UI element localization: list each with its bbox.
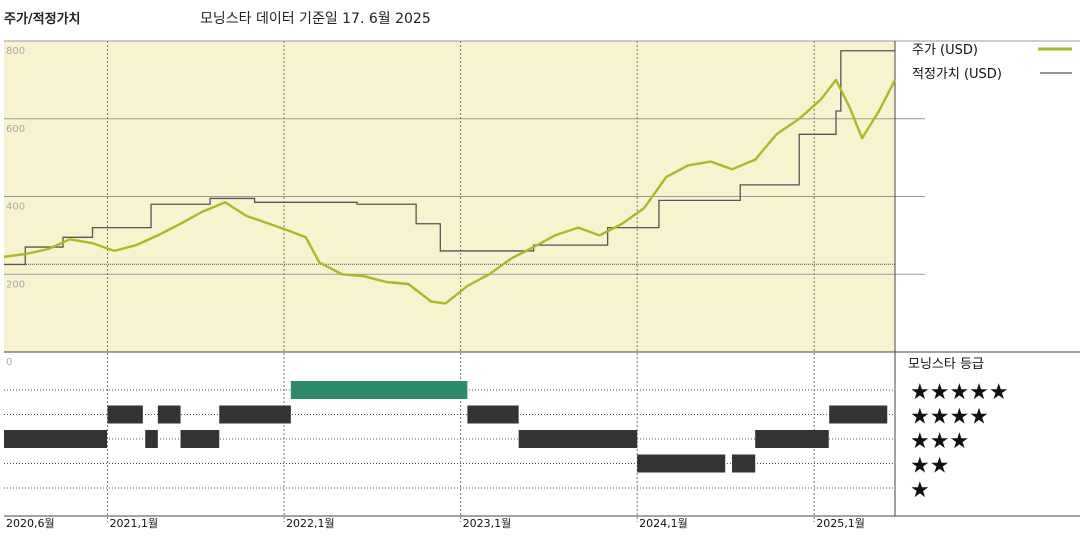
rating-legend-stars-4: ★★★★	[910, 405, 989, 430]
rating-segment-4star	[107, 405, 143, 424]
x-tick-label: 2021,1월	[110, 517, 159, 530]
rating-segment-3star	[518, 430, 638, 448]
rating-segment-3star	[755, 430, 829, 448]
rating-legend-stars-2: ★★	[910, 454, 949, 479]
rating-legend-stars-3: ★★★	[910, 429, 969, 454]
legend-label-price: 주가 (USD)	[912, 43, 978, 58]
rating-segment-4star	[829, 405, 888, 424]
rating-segment-4star	[157, 405, 181, 424]
price-line	[3, 78, 897, 305]
rating-segment-5star	[290, 381, 468, 399]
rating-legend-title: 모닝스타 등급	[908, 357, 984, 372]
data-date-subtitle: 모닝스타 데이터 기준일 17. 6월 2025	[200, 11, 431, 27]
rating-segment-4star	[219, 405, 291, 424]
x-tick-label: 2025,1월	[816, 517, 865, 530]
rating-legend-stars-5: ★★★★★	[910, 380, 1009, 405]
rating-segment-3star	[4, 430, 108, 448]
y-tick-label: 800	[6, 46, 25, 57]
rating-segment-2star	[731, 454, 756, 473]
x-tick-label: 2020,6월	[6, 517, 55, 530]
x-tick-label: 2022,1월	[286, 517, 335, 530]
x-tick-label: 2024,1월	[639, 517, 688, 530]
rating-segment-3star	[180, 430, 220, 448]
x-tick-label: 2023,1월	[463, 517, 512, 530]
rating-segment-3star	[145, 430, 158, 448]
y-tick-label: 200	[6, 279, 25, 290]
y-tick-label: 0	[6, 357, 12, 368]
rating-segment-4star	[467, 405, 519, 424]
rating-segment-2star	[637, 454, 726, 473]
legend-label-fair-value: 적정가치 (USD)	[912, 67, 1002, 82]
fair-value-line	[4, 50, 895, 266]
rating-legend-stars-1: ★	[910, 478, 930, 503]
y-tick-label: 400	[6, 202, 25, 213]
y-tick-label: 600	[6, 124, 25, 135]
chart-title: 주가/적정가치	[4, 12, 81, 27]
